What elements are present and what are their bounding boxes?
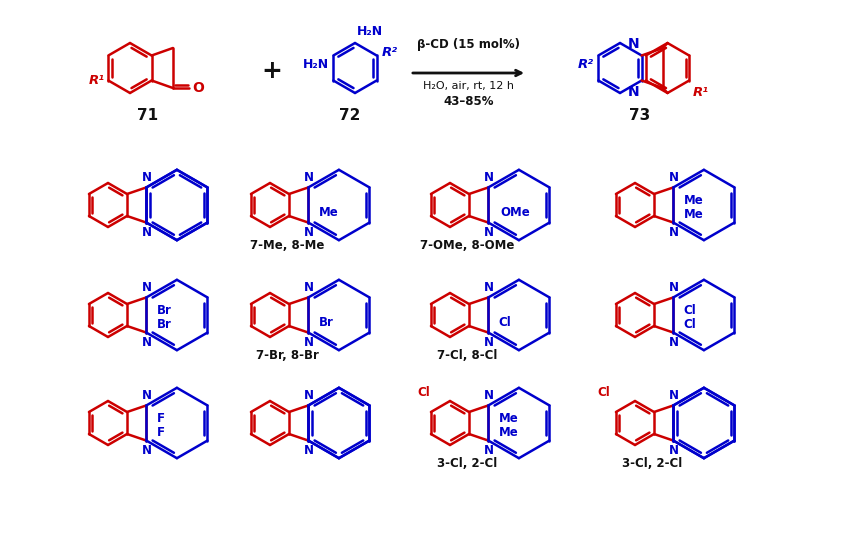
Text: N: N <box>483 335 492 349</box>
Text: N: N <box>141 281 152 294</box>
Text: R¹: R¹ <box>88 74 104 87</box>
Text: Cl: Cl <box>597 386 610 400</box>
Text: F: F <box>156 411 164 424</box>
Text: 3-Cl, 2-Cl: 3-Cl, 2-Cl <box>437 457 497 470</box>
Text: N: N <box>141 171 152 185</box>
Text: N: N <box>141 226 152 239</box>
Text: R¹: R¹ <box>692 87 709 100</box>
Text: 7-OMe, 8-OMe: 7-OMe, 8-OMe <box>420 239 514 252</box>
Text: Me: Me <box>683 194 703 207</box>
Text: 7-Cl, 8-Cl: 7-Cl, 8-Cl <box>437 349 497 362</box>
Text: N: N <box>667 226 678 239</box>
Text: H₂N: H₂N <box>303 58 329 72</box>
Text: Br: Br <box>156 318 171 332</box>
Text: N: N <box>483 226 492 239</box>
Text: 7-Me, 8-Me: 7-Me, 8-Me <box>251 239 325 252</box>
Text: N: N <box>303 389 313 402</box>
Text: N: N <box>483 281 492 294</box>
Text: Br: Br <box>318 317 333 330</box>
Text: 43–85%: 43–85% <box>443 95 493 108</box>
Text: 73: 73 <box>629 108 650 123</box>
Text: N: N <box>303 226 313 239</box>
Text: Cl: Cl <box>683 318 696 332</box>
Text: O: O <box>192 81 204 95</box>
Text: Cl: Cl <box>417 386 430 400</box>
Text: N: N <box>483 389 492 402</box>
Text: H₂O, air, rt, 12 h: H₂O, air, rt, 12 h <box>423 81 513 91</box>
Text: Cl: Cl <box>683 303 696 317</box>
Text: N: N <box>483 444 492 456</box>
Text: R²: R² <box>381 46 397 59</box>
Text: N: N <box>667 444 678 456</box>
Text: N: N <box>303 335 313 349</box>
Text: 3-Cl, 2-Cl: 3-Cl, 2-Cl <box>622 457 682 470</box>
Text: N: N <box>303 171 313 185</box>
Text: Me: Me <box>498 426 517 439</box>
Text: N: N <box>667 171 678 185</box>
Text: +: + <box>261 59 282 83</box>
Text: Me: Me <box>683 209 703 221</box>
Text: β-CD (15 mol%): β-CD (15 mol%) <box>417 38 519 51</box>
Text: Br: Br <box>156 303 171 317</box>
Text: N: N <box>667 389 678 402</box>
Text: 7-Br, 8-Br: 7-Br, 8-Br <box>256 349 319 362</box>
Text: 71: 71 <box>137 108 158 123</box>
Text: N: N <box>628 36 639 50</box>
Text: Me: Me <box>498 411 517 424</box>
Text: N: N <box>141 389 152 402</box>
Text: N: N <box>667 281 678 294</box>
Text: OMe: OMe <box>500 207 530 219</box>
Text: N: N <box>628 86 639 100</box>
Text: N: N <box>303 281 313 294</box>
Text: R²: R² <box>577 57 592 71</box>
Text: F: F <box>156 426 164 439</box>
Text: Me: Me <box>318 207 338 219</box>
Text: N: N <box>667 335 678 349</box>
Text: N: N <box>141 335 152 349</box>
Text: N: N <box>303 444 313 456</box>
Text: H₂N: H₂N <box>356 25 382 38</box>
Text: 72: 72 <box>339 108 360 123</box>
Text: N: N <box>141 444 152 456</box>
Text: N: N <box>483 171 492 185</box>
Text: Cl: Cl <box>498 317 511 330</box>
